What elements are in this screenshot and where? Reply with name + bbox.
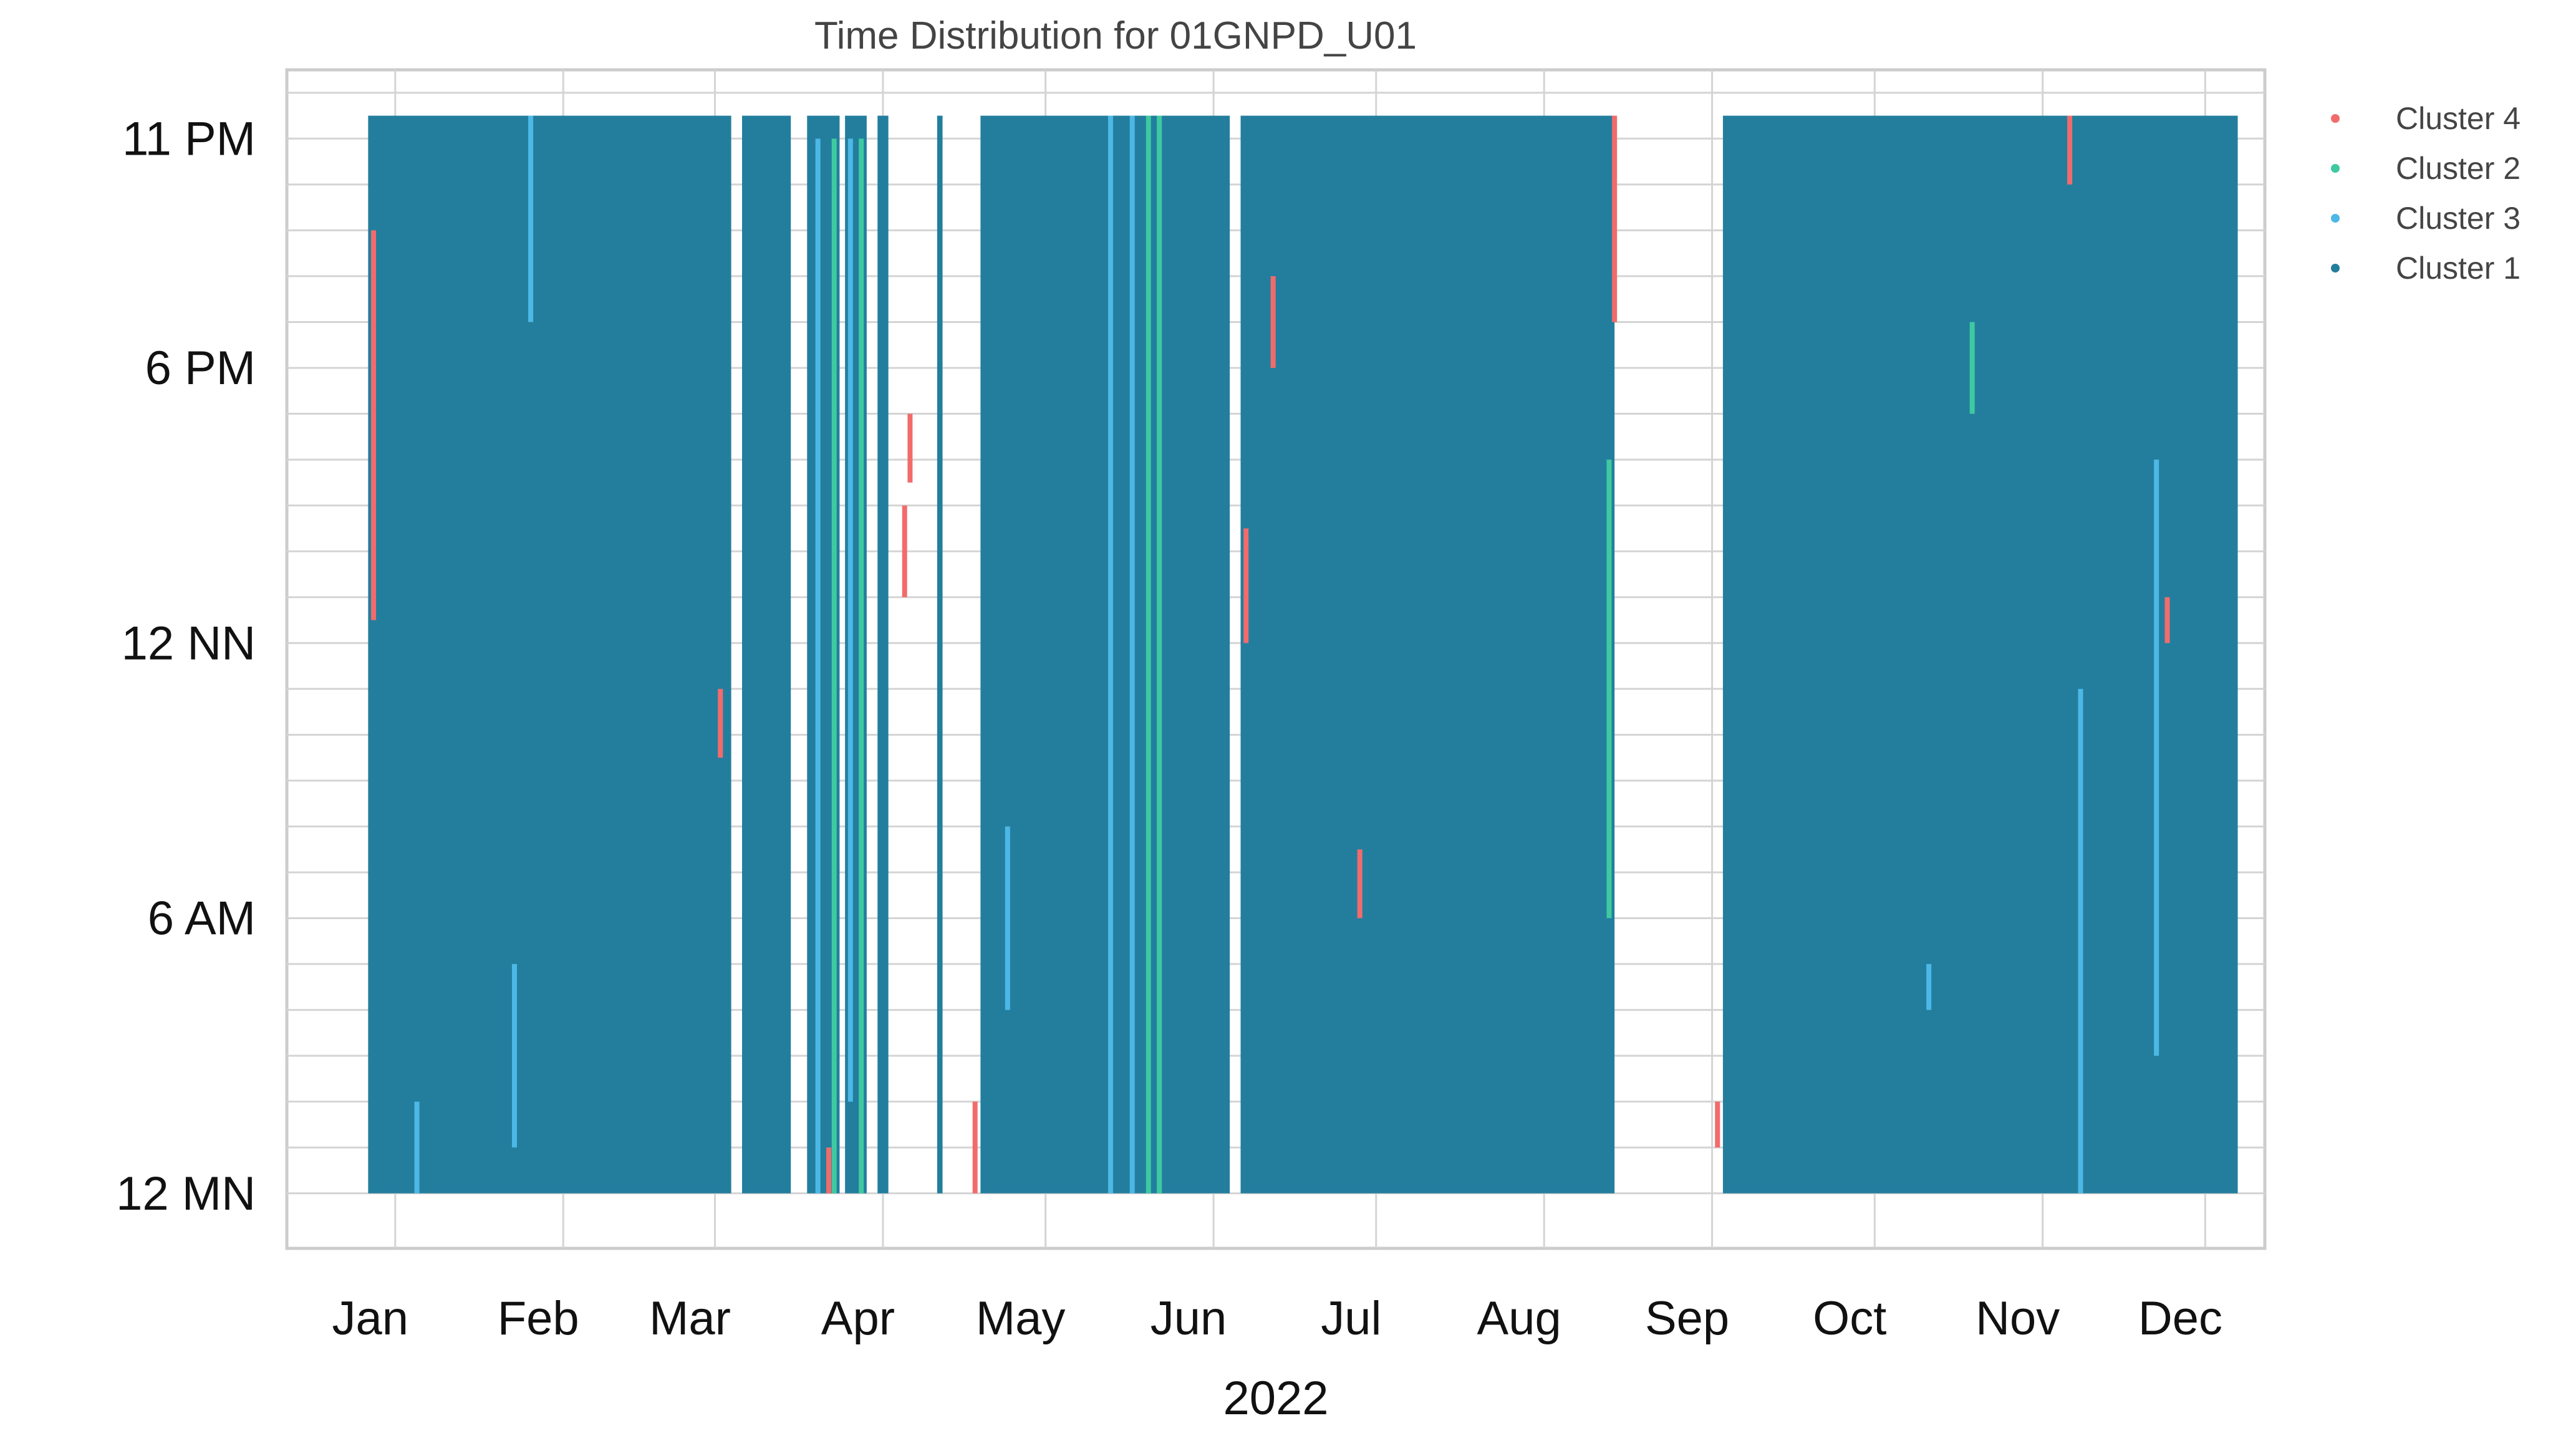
data-highlight	[2078, 688, 2083, 1193]
data-highlight	[528, 115, 534, 322]
legend-marker	[2331, 214, 2340, 223]
data-highlight	[1129, 115, 1135, 1193]
legend-marker	[2331, 114, 2340, 123]
chart-title: Time Distribution for 01GNPD_U01	[814, 14, 1417, 57]
x-tick-label: Jan	[332, 1292, 409, 1345]
data-highlight	[1270, 276, 1276, 369]
data-block	[1240, 115, 1615, 1193]
data-highlight	[1606, 460, 1612, 918]
data-highlight	[847, 138, 853, 1102]
data-highlight	[1243, 528, 1249, 644]
x-tick-label: Mar	[649, 1292, 731, 1345]
x-axis-label: 2022	[1223, 1372, 1328, 1425]
data-highlight	[1107, 115, 1113, 1193]
data-highlight	[1715, 1101, 1720, 1148]
x-tick-label: Aug	[1477, 1292, 1561, 1345]
data-highlight	[414, 1101, 420, 1193]
data-highlight	[907, 413, 913, 483]
x-tick-label: May	[976, 1292, 1066, 1345]
data-highlight	[371, 230, 377, 620]
data-highlight	[1005, 826, 1010, 1010]
data-highlight	[859, 138, 864, 1193]
x-tick-label: Oct	[1813, 1292, 1886, 1345]
data-highlight	[2164, 597, 2170, 644]
data-highlight	[2154, 460, 2159, 1056]
x-tick-label: Nov	[1975, 1292, 2060, 1345]
x-tick-label: Jul	[1321, 1292, 1381, 1345]
x-axis-ticks: Jan Feb Mar Apr May Jun Jul Aug Sep Oct Nov Dec	[332, 1292, 2222, 1345]
data-highlight	[831, 138, 837, 1193]
data-highlight	[2067, 115, 2073, 185]
y-tick-label: 12 MN	[116, 1167, 256, 1220]
y-tick-label: 6 PM	[145, 342, 256, 395]
legend: Cluster 4 Cluster 2 Cluster 3 Cluster 1	[2331, 101, 2521, 286]
data-highlight	[1357, 849, 1363, 918]
x-tick-label: Feb	[498, 1292, 579, 1345]
data-highlight	[718, 688, 723, 758]
y-axis-ticks: 11 PM 6 PM 12 NN 6 AM 12 MN	[116, 112, 256, 1220]
data-points	[368, 115, 2238, 1193]
data-block	[937, 115, 943, 1193]
x-tick-label: Apr	[821, 1292, 895, 1345]
x-tick-label: Dec	[2138, 1292, 2222, 1345]
data-highlight	[511, 964, 517, 1148]
x-tick-label: Sep	[1645, 1292, 1729, 1345]
legend-label: Cluster 4	[2396, 101, 2521, 136]
data-highlight	[972, 1101, 978, 1193]
y-tick-label: 11 PM	[122, 112, 256, 165]
data-highlight	[1969, 322, 1975, 414]
legend-label: Cluster 2	[2396, 151, 2521, 186]
data-highlight	[1157, 115, 1162, 1193]
legend-marker	[2331, 164, 2340, 173]
data-block	[1722, 115, 2238, 1193]
legend-label: Cluster 1	[2396, 251, 2521, 286]
data-highlight	[1612, 115, 1618, 322]
data-highlight	[1926, 964, 1932, 1010]
legend-marker	[2331, 264, 2340, 272]
legend-label: Cluster 3	[2396, 201, 2521, 236]
data-highlight	[826, 1147, 832, 1193]
data-highlight	[815, 138, 821, 1193]
data-block	[741, 115, 791, 1193]
data-highlight	[902, 505, 907, 597]
y-tick-label: 6 AM	[148, 892, 256, 945]
data-block	[980, 115, 1230, 1193]
y-tick-label: 12 NN	[122, 617, 256, 670]
data-block	[877, 115, 889, 1193]
x-tick-label: Jun	[1151, 1292, 1227, 1345]
data-highlight	[1146, 115, 1151, 1193]
data-block	[368, 115, 731, 1193]
